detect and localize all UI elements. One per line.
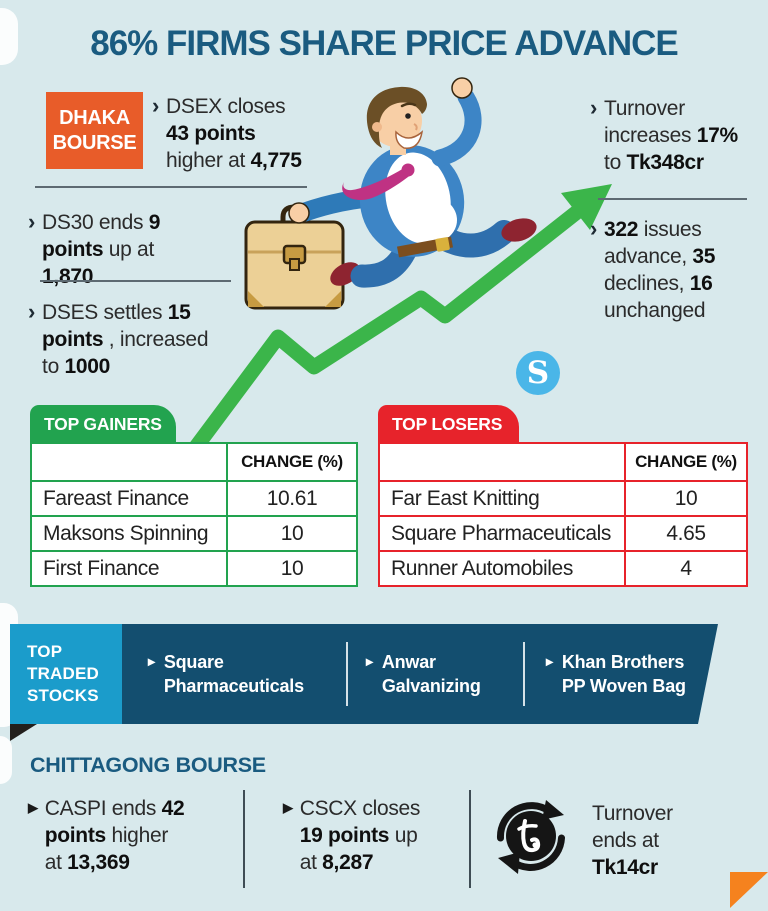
table-row-change: 10 [624, 480, 746, 515]
daily-star-logo: S [516, 351, 560, 395]
bullet-cscx-text: CSCX closes 19 points up at 8,287 [299, 797, 421, 874]
table-row-name: Runner Automobiles [380, 550, 624, 585]
top-losers-label: TOP LOSERS [392, 413, 503, 434]
badge-line-2: BOURSE [52, 131, 137, 154]
briefcase-graphic [244, 204, 345, 310]
logo-letter: S [526, 355, 550, 391]
bullet-ds30-text: DS30 ends 9 points up at 1,870 [42, 211, 161, 288]
bullet-dsex-text: DSEX closes 43 points higher at 4,775 [166, 95, 302, 172]
dhaka-bourse-badge: DHAKA BOURSE [46, 92, 143, 169]
taka-turnover-icon [496, 800, 565, 874]
banner-separator [346, 642, 348, 706]
top-losers-table: CHANGE (%) Far East Knitting 10 Square P… [378, 442, 748, 587]
chevron-bullet-icon: › [152, 93, 160, 118]
bullet-issues: › 322 issues advance, 35 declines, 16 un… [590, 216, 722, 324]
top-traded-banner: ▸ Square Pharmaceuticals ▸ Anwar Galvani… [118, 624, 718, 724]
triangle-bullet-icon: ▸ [546, 653, 553, 669]
triangle-bullet-icon: ▶ [283, 800, 293, 815]
top-traded-stocks-label: TOP TRADED STOCKS [10, 624, 122, 724]
top-traded-item: ▸ Anwar Galvanizing [366, 650, 496, 698]
bullet-dses-text: DSES settles 15 points , increased to 10… [42, 301, 209, 378]
chevron-bullet-icon: › [28, 299, 36, 324]
bullet-turnover: › Turnover increases 17% to Tk348cr [590, 95, 742, 176]
table-row-name: First Finance [32, 550, 226, 585]
top-traded-item: ▸ Square Pharmaceuticals [148, 650, 318, 698]
table-row-change: 10.61 [226, 480, 356, 515]
top-traded-item-label: Square Pharmaceuticals [163, 652, 304, 696]
triangle-bullet-icon: ▶ [28, 800, 38, 815]
column-divider [243, 790, 245, 888]
change-column-header: CHANGE (%) [624, 444, 746, 480]
bullet-dsex: › DSEX closes 43 points higher at 4,775 [152, 93, 304, 174]
banner-separator [523, 642, 525, 706]
chevron-bullet-icon: › [28, 209, 36, 234]
table-row-name: Fareast Finance [32, 480, 226, 515]
bullet-caspi-text: CASPI ends 42 points higher at 13,369 [44, 797, 185, 874]
top-gainers-table: CHANGE (%) Fareast Finance 10.61 Maksons… [30, 442, 358, 587]
page-title: 86% FIRMS SHARE PRICE ADVANCE [90, 24, 678, 63]
top-gainers-label: TOP GAINERS [44, 413, 162, 434]
bullet-cse-turnover: Turnover ends at Tk14cr [592, 800, 696, 881]
top-gainers-tab: TOP GAINERS [30, 405, 176, 443]
chevron-bullet-icon: › [590, 95, 598, 120]
table-row-change: 10 [226, 550, 356, 585]
triangle-bullet-icon: ▸ [366, 653, 373, 669]
top-losers-tab: TOP LOSERS [378, 405, 519, 443]
bullet-dses: › DSES settles 15 points , increased to … [28, 299, 228, 380]
bullet-cscx: ▶ CSCX closes 19 points up at 8,287 [283, 795, 423, 876]
table-header-empty [380, 444, 624, 480]
ribbon-fold [10, 724, 37, 741]
corner-accent-triangle [730, 872, 768, 908]
bullet-caspi: ▶ CASPI ends 42 points higher at 13,369 [28, 795, 186, 876]
page-notch-top [0, 8, 18, 65]
chittagong-bourse-heading: CHITTAGONG BOURSE [30, 753, 266, 777]
table-row-name: Far East Knitting [380, 480, 624, 515]
triangle-bullet-icon: ▸ [148, 653, 155, 669]
top-traded-item-label: Khan Brothers PP Woven Bag [561, 652, 686, 696]
divider-line [35, 186, 307, 188]
chevron-bullet-icon: › [590, 216, 598, 241]
badge-line-1: DHAKA [59, 107, 130, 130]
table-row-name: Square Pharmaceuticals [380, 515, 624, 550]
bullet-ds30: › DS30 ends 9 points up at 1,870 [28, 209, 200, 290]
column-divider [469, 790, 471, 888]
page-notch-bottom [0, 736, 12, 784]
bullet-cse-turnover-text: Turnover ends at Tk14cr [592, 802, 673, 879]
top-traded-item: ▸ Khan Brothers PP Woven Bag [546, 650, 706, 698]
table-header-empty [32, 444, 226, 480]
table-row-change: 4 [624, 550, 746, 585]
table-row-name: Maksons Spinning [32, 515, 226, 550]
change-column-header: CHANGE (%) [226, 444, 356, 480]
divider-line [598, 198, 747, 200]
top-traded-item-label: Anwar Galvanizing [381, 652, 481, 696]
table-row-change: 10 [226, 515, 356, 550]
bullet-issues-text: 322 issues advance, 35 declines, 16 unch… [604, 218, 716, 322]
divider-line [40, 280, 231, 282]
table-row-change: 4.65 [624, 515, 746, 550]
bullet-turnover-text: Turnover increases 17% to Tk348cr [604, 97, 738, 174]
